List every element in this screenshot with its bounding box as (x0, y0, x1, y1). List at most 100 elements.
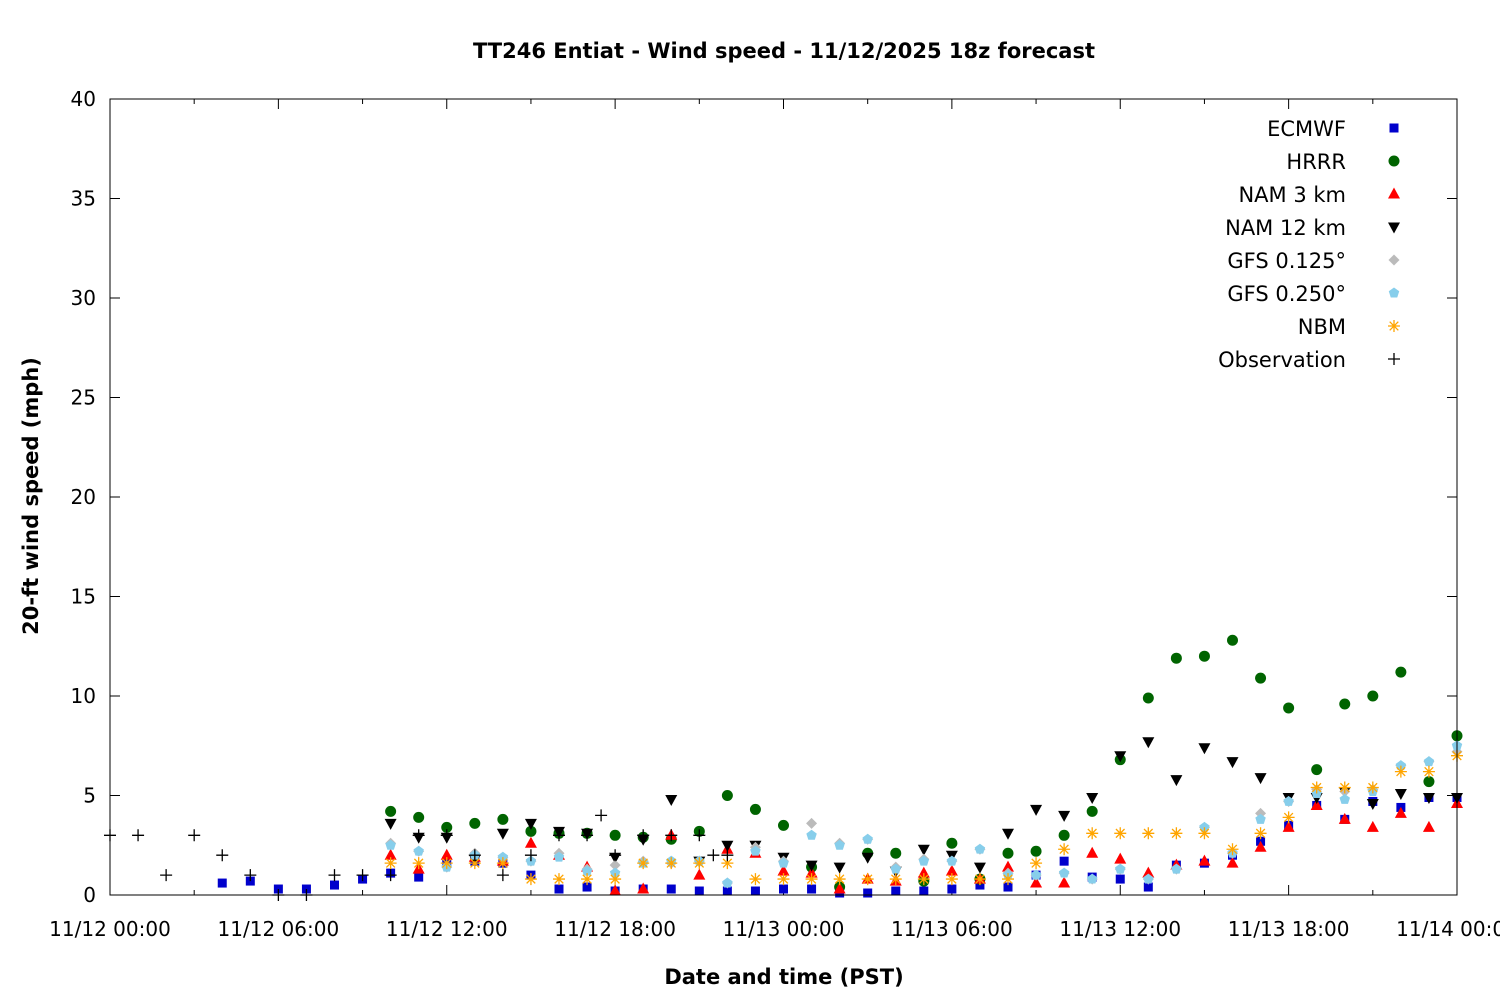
x-tick-label: 11/12 18:00 (554, 917, 676, 941)
y-tick-label: 30 (71, 286, 96, 310)
data-point (1198, 743, 1211, 755)
data-point (665, 857, 678, 870)
data-point (384, 818, 397, 830)
data-point (385, 839, 396, 850)
data-point (188, 829, 201, 842)
data-point (412, 857, 425, 870)
legend-marker (1388, 222, 1400, 234)
data-point (919, 886, 929, 896)
data-point (1143, 873, 1154, 884)
data-point (1115, 874, 1125, 884)
data-point (1030, 804, 1043, 816)
data-point (749, 873, 762, 886)
data-point (1198, 827, 1211, 840)
data-point (779, 884, 788, 894)
data-point (945, 873, 958, 886)
data-point (833, 873, 846, 886)
data-point (1395, 666, 1407, 678)
data-point (891, 886, 901, 896)
data-point (1338, 812, 1351, 824)
x-tick-label: 11/12 00:00 (49, 917, 171, 941)
data-point (1114, 852, 1127, 864)
data-point (1423, 776, 1435, 788)
data-point (947, 884, 957, 894)
data-point (973, 873, 986, 886)
data-point (132, 829, 145, 842)
x-tick-label: 11/12 12:00 (386, 917, 508, 941)
data-point (777, 873, 790, 886)
data-point (806, 829, 817, 840)
series-observation (104, 809, 734, 901)
data-point (1114, 827, 1127, 840)
data-point (1030, 845, 1042, 857)
data-point (554, 884, 564, 894)
data-point (1255, 813, 1266, 824)
data-point (1422, 765, 1435, 778)
data-point (721, 790, 733, 801)
data-point (1030, 869, 1042, 880)
data-point (889, 873, 902, 886)
data-point (595, 809, 608, 822)
legend-label: GFS 0.125° (1227, 249, 1346, 273)
data-point (1142, 866, 1155, 878)
data-point (665, 829, 678, 842)
data-point (890, 863, 901, 874)
data-point (497, 813, 509, 825)
series-nbm (384, 749, 1463, 886)
data-point (1030, 876, 1043, 888)
data-point (524, 849, 537, 862)
data-point (1366, 781, 1379, 794)
legend-marker (1388, 155, 1400, 167)
data-point (1086, 792, 1099, 804)
data-point (524, 836, 537, 848)
data-point (861, 852, 874, 864)
data-point (749, 803, 761, 815)
data-point (1366, 798, 1379, 810)
y-tick-label: 10 (71, 684, 96, 708)
data-point (581, 873, 594, 886)
data-point (1170, 827, 1183, 840)
data-point (1142, 827, 1155, 840)
data-point (637, 829, 650, 842)
data-point (750, 845, 761, 856)
data-point (1059, 856, 1069, 866)
data-point (917, 844, 930, 856)
legend-label: HRRR (1286, 150, 1346, 174)
data-point (917, 866, 930, 878)
data-point (1394, 806, 1407, 818)
data-point (468, 857, 481, 870)
data-point (945, 864, 958, 876)
data-marks (104, 634, 1463, 901)
y-tick-label: 35 (71, 187, 96, 211)
data-point (1142, 737, 1155, 749)
legend-marker (1388, 320, 1400, 332)
data-point (609, 829, 621, 841)
data-point (581, 829, 594, 842)
data-point (1058, 843, 1071, 856)
data-point (946, 855, 958, 866)
y-tick-label: 25 (71, 386, 96, 410)
data-point (385, 805, 397, 817)
data-point (693, 829, 706, 842)
data-point (1338, 781, 1351, 794)
data-point (1198, 854, 1211, 866)
data-point (1283, 702, 1295, 714)
data-point (1395, 760, 1407, 771)
y-tick-label: 0 (83, 883, 96, 907)
data-point (553, 873, 565, 886)
data-point (384, 869, 397, 882)
legend-marker (1388, 254, 1400, 266)
data-point (1002, 847, 1014, 859)
data-point (1367, 690, 1379, 702)
data-point (469, 817, 481, 829)
data-point (244, 869, 257, 882)
data-point (440, 829, 453, 842)
data-point (1394, 789, 1407, 801)
data-point (778, 857, 789, 868)
data-point (496, 857, 509, 870)
x-tick-label: 11/12 06:00 (218, 917, 340, 941)
data-point (524, 818, 537, 830)
legend-label: ECMWF (1267, 117, 1346, 141)
data-point (805, 866, 818, 878)
data-point (413, 811, 425, 823)
